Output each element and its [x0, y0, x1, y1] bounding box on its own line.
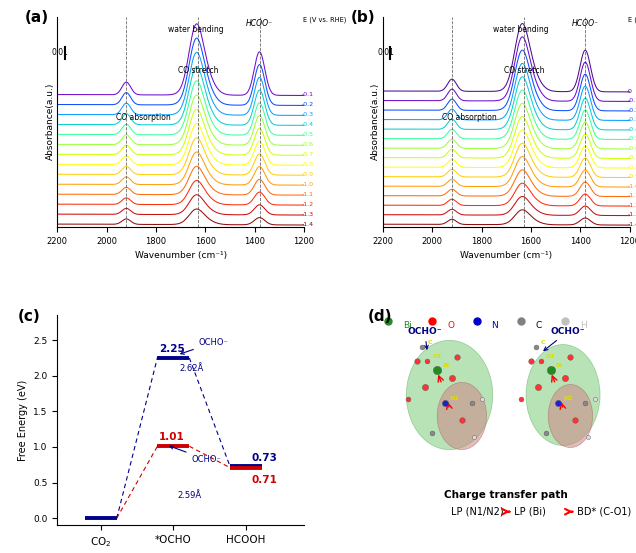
Text: N1: N1: [450, 397, 459, 401]
Text: water bending: water bending: [168, 25, 223, 34]
Text: -0.7: -0.7: [302, 152, 314, 157]
Text: -0.4: -0.4: [302, 122, 314, 127]
Text: E (V vs. RHE): E (V vs. RHE): [628, 17, 636, 23]
Text: N: N: [492, 321, 498, 331]
Text: E (V vs. RHE): E (V vs. RHE): [303, 17, 346, 23]
Text: -0.9: -0.9: [302, 172, 314, 177]
Ellipse shape: [548, 384, 593, 447]
Y-axis label: Free Energy (eV): Free Energy (eV): [18, 379, 27, 461]
Text: 2.62Å: 2.62Å: [179, 363, 204, 373]
Text: 0.01: 0.01: [377, 48, 394, 58]
Text: C: C: [427, 340, 432, 345]
Text: C: C: [541, 340, 545, 345]
Text: LP (N1/N2): LP (N1/N2): [450, 507, 506, 517]
Text: 0.71: 0.71: [251, 475, 277, 485]
Ellipse shape: [437, 382, 487, 450]
Ellipse shape: [406, 340, 493, 450]
Text: 0.73: 0.73: [251, 453, 277, 463]
Text: -1.4: -1.4: [628, 222, 636, 227]
Text: -1.2: -1.2: [628, 203, 636, 208]
Text: 1.01: 1.01: [159, 432, 185, 442]
Text: OCHO⁻: OCHO⁻: [170, 446, 221, 464]
X-axis label: Wavenumber (cm⁻¹): Wavenumber (cm⁻¹): [135, 251, 226, 260]
Text: Bi: Bi: [403, 321, 411, 331]
Text: Bi: Bi: [556, 363, 563, 368]
Text: -0.2: -0.2: [628, 107, 636, 113]
Text: H: H: [580, 321, 587, 331]
Text: OCHO⁻: OCHO⁻: [181, 338, 228, 354]
Text: 2.25: 2.25: [159, 343, 185, 353]
Text: 0.01: 0.01: [52, 48, 68, 58]
X-axis label: Wavenumber (cm⁻¹): Wavenumber (cm⁻¹): [460, 251, 552, 260]
Text: N2: N2: [563, 397, 573, 401]
Text: LP (Bi): LP (Bi): [511, 507, 546, 517]
Text: BD* (C-O1): BD* (C-O1): [574, 507, 632, 517]
Text: -0.5: -0.5: [628, 136, 636, 141]
Text: CO absorption: CO absorption: [116, 113, 171, 122]
Text: -0.6: -0.6: [628, 145, 636, 150]
Text: -1.1: -1.1: [302, 192, 314, 197]
Text: (a): (a): [25, 11, 50, 25]
Text: -0.3: -0.3: [302, 112, 314, 117]
Text: -1.0: -1.0: [302, 182, 314, 187]
Text: -0.7: -0.7: [628, 155, 636, 160]
Y-axis label: Absorbance(a.u.): Absorbance(a.u.): [45, 83, 55, 160]
Text: O: O: [447, 321, 454, 331]
Text: -0.8: -0.8: [302, 162, 314, 167]
Text: 0: 0: [628, 88, 632, 93]
Text: OCHO⁻: OCHO⁻: [544, 327, 585, 351]
Text: 2.59Å: 2.59Å: [177, 491, 201, 500]
Text: water bending: water bending: [494, 25, 549, 34]
Text: -0.9: -0.9: [628, 174, 636, 179]
Text: -1.0: -1.0: [628, 184, 636, 189]
Text: C: C: [536, 321, 542, 331]
Text: CO stretch: CO stretch: [504, 66, 544, 75]
Y-axis label: Absorbance(a.u.): Absorbance(a.u.): [371, 83, 380, 160]
Text: CO stretch: CO stretch: [178, 66, 219, 75]
Text: O1: O1: [546, 354, 555, 359]
Text: -0.1: -0.1: [628, 98, 636, 103]
Ellipse shape: [526, 345, 600, 446]
Text: -0.5: -0.5: [302, 132, 314, 137]
Text: -1.3: -1.3: [628, 212, 636, 217]
Text: -1.1: -1.1: [628, 193, 636, 198]
Text: OCHO⁻: OCHO⁻: [408, 327, 442, 349]
Text: -0.1: -0.1: [302, 92, 314, 97]
Text: Charge transfer path: Charge transfer path: [445, 489, 568, 499]
Text: (c): (c): [18, 309, 41, 324]
Text: -0.6: -0.6: [302, 142, 314, 147]
Text: -0.2: -0.2: [302, 102, 314, 107]
Text: HCOO⁻: HCOO⁻: [246, 19, 273, 28]
Text: (b): (b): [351, 11, 375, 25]
Text: -1.2: -1.2: [302, 202, 314, 207]
Text: Bi: Bi: [442, 363, 449, 368]
Text: -1.4: -1.4: [302, 222, 314, 227]
Text: -0.4: -0.4: [628, 127, 636, 132]
Text: CO absorption: CO absorption: [442, 113, 497, 122]
Text: -0.8: -0.8: [628, 165, 636, 170]
Text: -0.3: -0.3: [628, 117, 636, 122]
Text: -1.3: -1.3: [302, 212, 314, 217]
Text: (d): (d): [368, 309, 392, 324]
Text: O1: O1: [432, 354, 442, 359]
Text: HCOO⁻: HCOO⁻: [572, 19, 598, 28]
